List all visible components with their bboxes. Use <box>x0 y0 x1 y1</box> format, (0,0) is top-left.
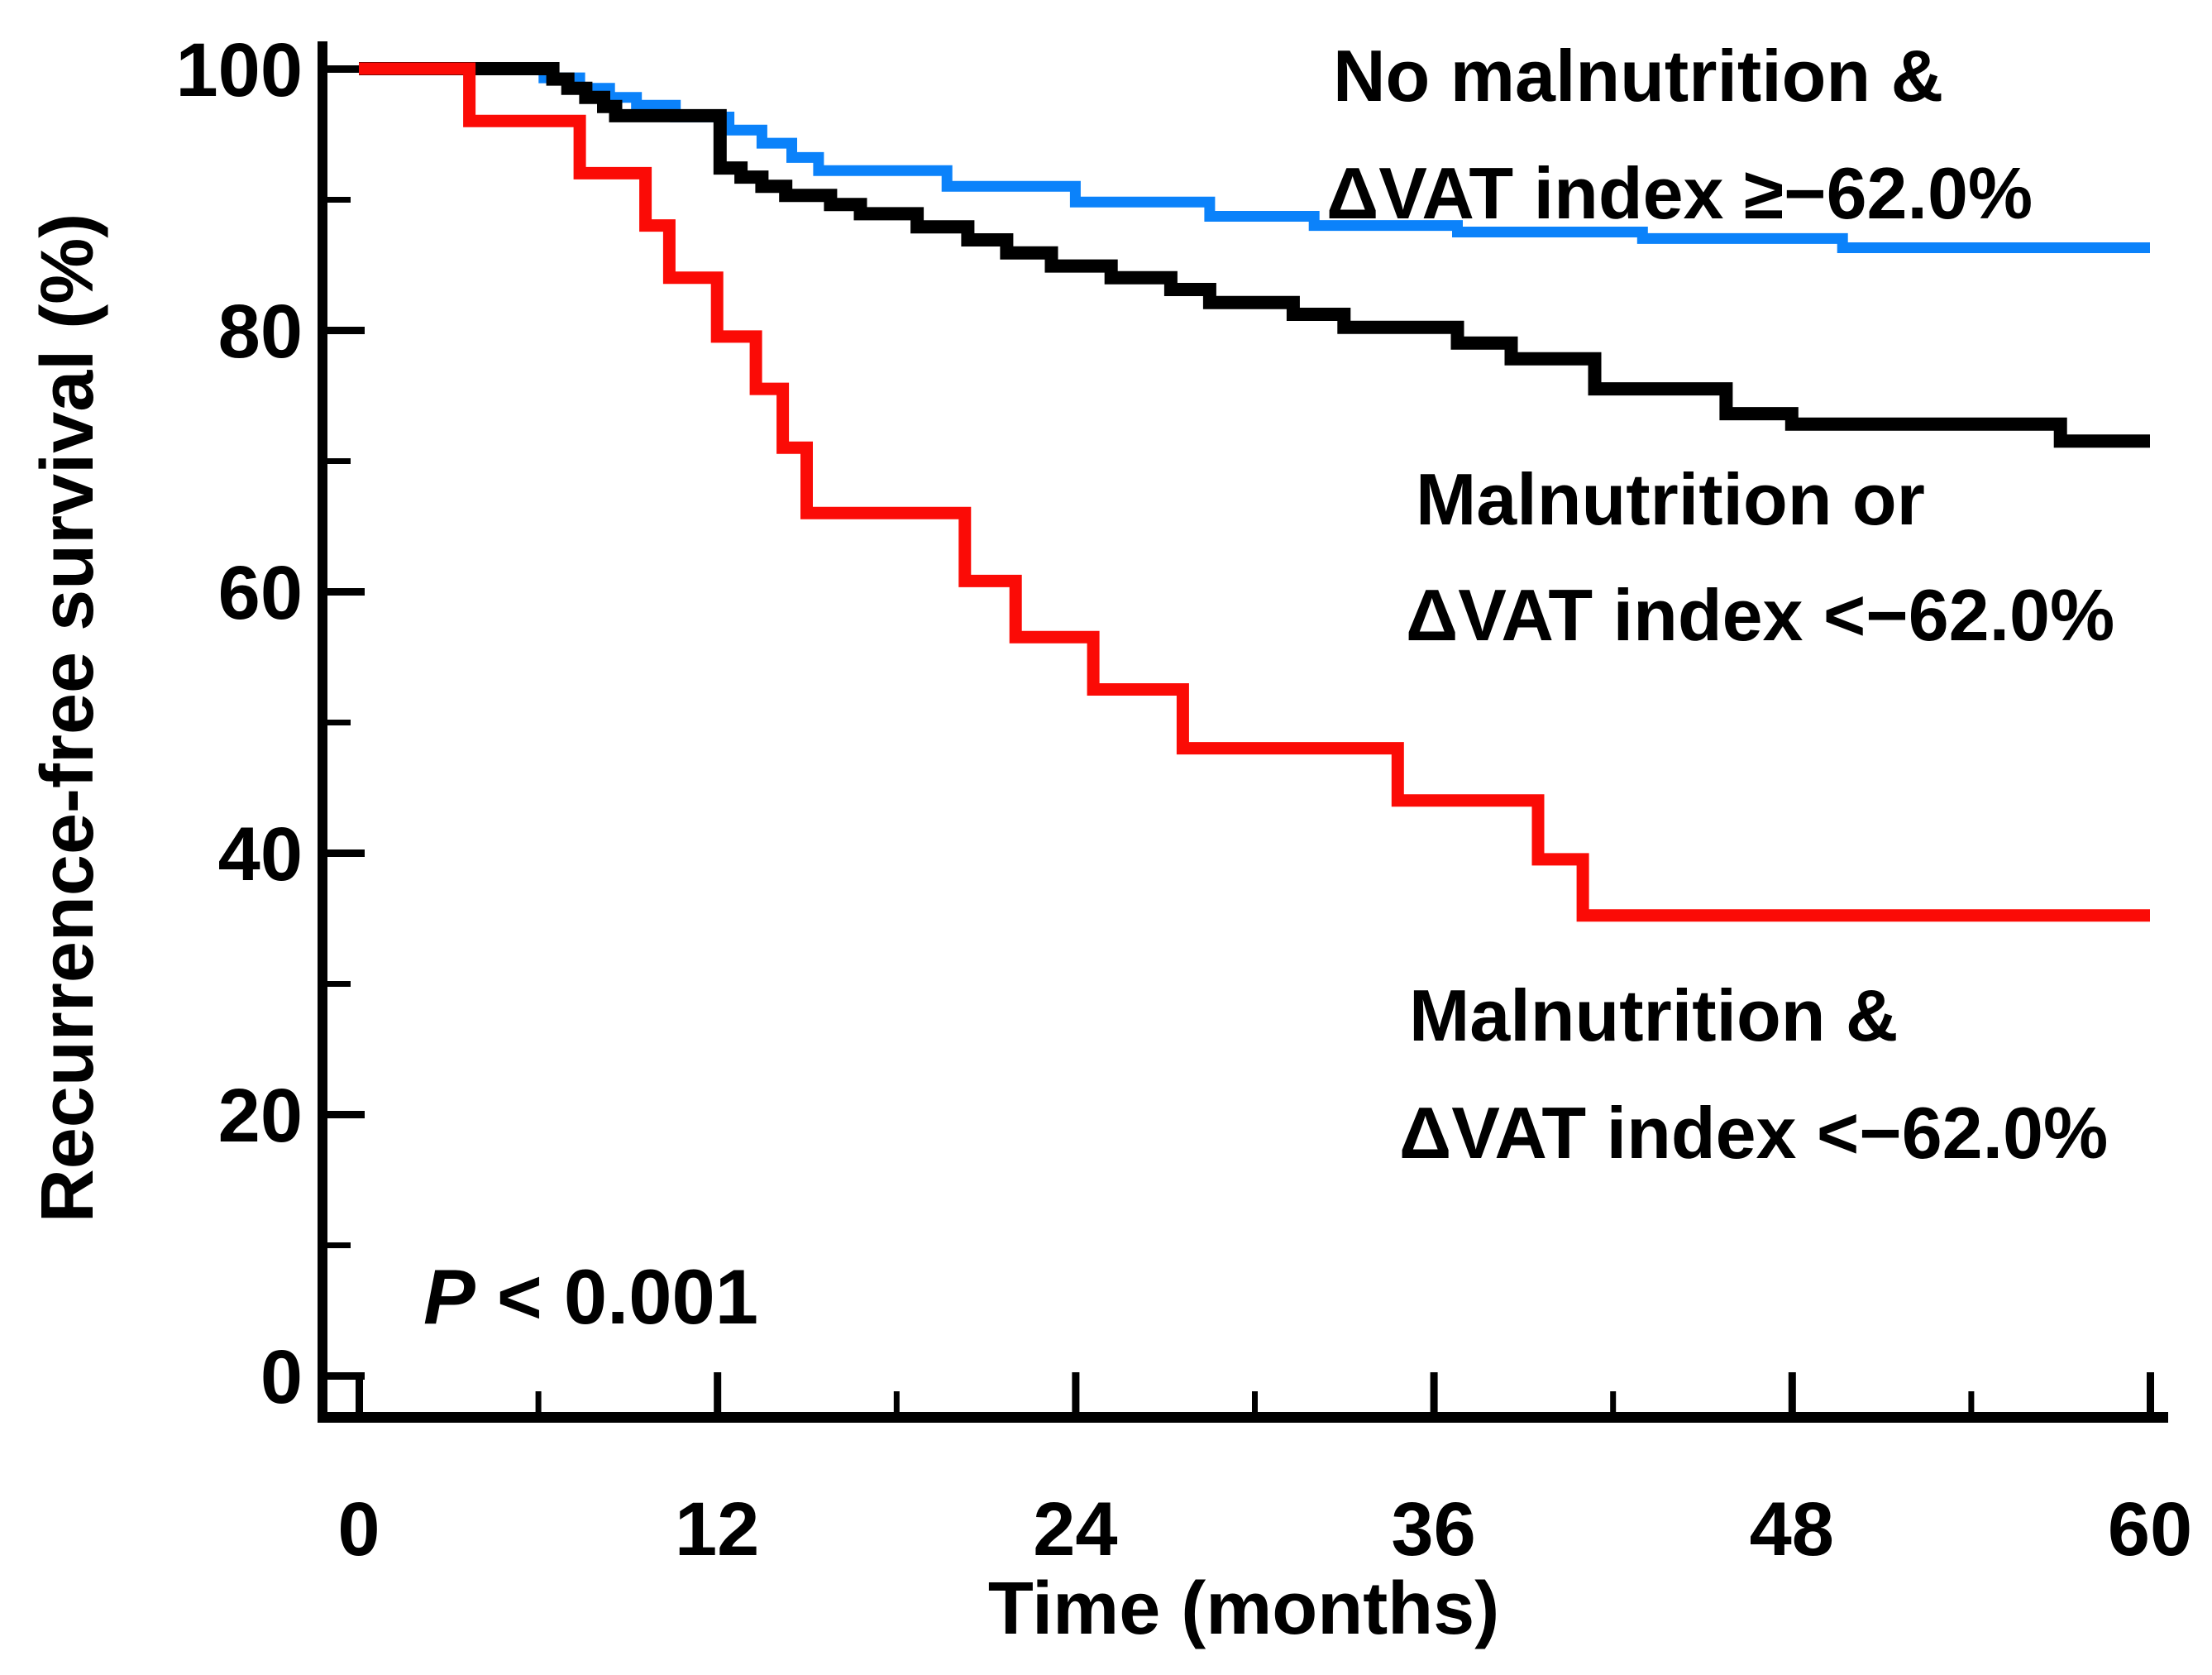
y-axis-minor-tick <box>324 458 351 464</box>
x-axis-major-tick <box>1072 1372 1080 1414</box>
axes <box>318 41 2168 1423</box>
x-axis-major-tick <box>1788 1372 1796 1414</box>
x-axis-minor-tick <box>1610 1391 1617 1414</box>
x-axis-tick-label: 36 <box>1391 1487 1475 1572</box>
x-axis-tick-label: 0 <box>337 1487 380 1572</box>
legend-malnutrition-and-line2: ΔVAT index <−62.0% <box>1399 1092 2108 1174</box>
x-axis-major-tick <box>2147 1372 2154 1414</box>
y-axis-tick-label: 80 <box>218 290 303 374</box>
y-axis-tick-label: 20 <box>218 1074 303 1158</box>
survival-curves <box>359 62 2150 922</box>
p-value-annotation: P < 0.001 <box>423 1253 758 1340</box>
legend-malnutrition-or-line1: Malnutrition or <box>1416 458 1925 540</box>
y-axis-minor-tick <box>324 720 351 725</box>
x-axis-line <box>318 1412 2168 1423</box>
legend-malnutrition-or-line2: ΔVAT index <−62.0% <box>1406 574 2114 656</box>
y-axis-line <box>318 41 327 1422</box>
axis-ticks <box>324 65 2154 1414</box>
y-axis-major-tick <box>324 1111 365 1118</box>
legend-malnutrition-or: Malnutrition or ΔVAT index <−62.0% <box>1406 458 2114 656</box>
x-axis-minor-tick <box>1968 1391 1975 1414</box>
x-axis-minor-tick <box>893 1391 900 1414</box>
legend-no-malnutrition-line2: ΔVAT index ≥−62.0% <box>1326 152 2033 234</box>
y-axis-tick-label: 40 <box>218 812 303 897</box>
legend-no-malnutrition: No malnutrition & ΔVAT index ≥−62.0% <box>1326 35 2033 234</box>
y-axis-tick-label: 100 <box>176 28 303 112</box>
y-axis-major-tick <box>324 588 365 596</box>
x-axis-major-tick <box>714 1372 722 1414</box>
y-axis-minor-tick <box>324 197 351 203</box>
x-axis-tick-label: 24 <box>1033 1487 1117 1572</box>
y-axis-minor-tick <box>324 1242 351 1248</box>
x-axis-minor-tick <box>1252 1391 1258 1414</box>
legend-malnutrition-and-line1: Malnutrition & <box>1409 974 1898 1056</box>
x-axis-major-tick <box>1430 1372 1438 1414</box>
series-line-malnutrition-or-vat-lt-62 <box>359 62 2150 448</box>
y-axis-major-tick <box>324 1372 365 1380</box>
axis-tick-labels: 0 20 40 60 80 100 0 12 24 36 48 60 <box>176 28 2193 1572</box>
y-axis-minor-tick <box>324 981 351 987</box>
legend-no-malnutrition-line1: No malnutrition & <box>1333 35 1943 117</box>
y-axis-title: Recurrence-free survival (%) <box>26 213 109 1223</box>
x-axis-tick-label: 12 <box>675 1487 759 1572</box>
x-axis-tick-label: 48 <box>1750 1487 1834 1572</box>
legend-malnutrition-and: Malnutrition & ΔVAT index <−62.0% <box>1399 974 2108 1174</box>
x-axis-tick-label: 60 <box>2108 1487 2192 1572</box>
y-axis-major-tick <box>324 327 365 334</box>
x-axis-title: Time (months) <box>988 1567 1499 1650</box>
y-axis-tick-label: 0 <box>260 1335 303 1419</box>
y-axis-major-tick <box>324 849 365 857</box>
x-axis-minor-tick <box>535 1391 542 1414</box>
x-axis-major-tick <box>356 1372 363 1414</box>
p-value-rest: < 0.001 <box>475 1253 758 1340</box>
p-value-symbol: P <box>423 1253 475 1340</box>
y-axis-major-tick <box>324 65 365 73</box>
y-axis-tick-label: 60 <box>218 551 303 635</box>
series-line-malnutrition-and-vat-lt-62 <box>359 62 2150 922</box>
